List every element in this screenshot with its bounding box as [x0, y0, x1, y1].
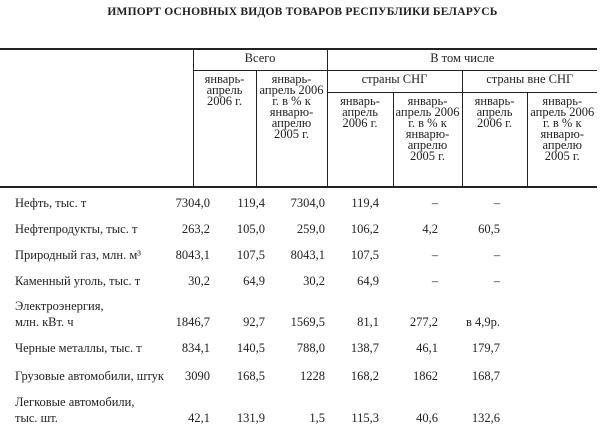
cell-value: 1862: [413, 369, 438, 383]
row-label-line: Электроэнергия,: [15, 299, 104, 313]
cell-value: 788,0: [296, 341, 325, 355]
cell-value: 105,0: [236, 222, 265, 236]
row-label: Каменный уголь, тыс. т: [15, 273, 140, 289]
cell-value: 1,5: [309, 411, 325, 425]
cell-value: 1569,5: [290, 315, 325, 329]
cell-value: 64,9: [357, 274, 379, 288]
row-label: Черные металлы, тыс. т: [15, 340, 142, 356]
row-label-line: Грузовые автомобили, штук: [15, 369, 164, 383]
cell-value: 179,7: [471, 341, 500, 355]
cell-value: 834,1: [181, 341, 210, 355]
cell-value: 46,1: [416, 341, 438, 355]
page-title: ИМПОРТ ОСНОВНЫХ ВИДОВ ТОВАРОВ РЕСПУБЛИКИ…: [107, 6, 498, 18]
cell-value: в 4,9р.: [465, 315, 500, 329]
cell-value: 119,4: [351, 196, 379, 210]
row-label-line: Природный газ, млн. м³: [15, 248, 141, 262]
cell-value: 263,2: [181, 222, 210, 236]
cell-value: 7304,0: [290, 196, 325, 210]
cell-value: 138,7: [350, 341, 379, 355]
cell-value: 42,1: [188, 411, 210, 425]
cell-value: –: [431, 274, 439, 288]
row-label: Природный газ, млн. м³: [15, 247, 141, 263]
cell-value: 131,9: [236, 411, 265, 425]
header-blank: [0, 48, 194, 188]
row-label-line: Легковые автомобили,: [15, 395, 135, 409]
row-label-line: Черные металлы, тыс. т: [15, 341, 142, 355]
cell-value: 40,6: [416, 411, 438, 425]
header-cis: страны СНГ: [326, 69, 463, 93]
row-label: Электроэнергия, млн. кВт. ч: [15, 298, 104, 330]
cell-value: 92,7: [243, 315, 265, 329]
cell-value: 7304,0: [175, 196, 210, 210]
cell-value: 81,1: [357, 315, 379, 329]
cell-value: 3090: [185, 369, 210, 383]
cell-value: –: [431, 196, 439, 210]
cell-value: 168,7: [471, 369, 500, 383]
cell-value: –: [493, 196, 501, 210]
cell-value: 168,2: [350, 369, 379, 383]
row-label-line: Нефтепродукты, тыс. т: [15, 222, 138, 236]
row-label-line: Нефть, тыс. т: [15, 196, 87, 210]
cell-value: 107,5: [236, 248, 265, 262]
header-total: Всего: [192, 48, 328, 71]
header-cis-percent: январь-апрель 2006 г. в % к январю-апрел…: [392, 91, 463, 188]
cell-value: 106,2: [350, 222, 379, 236]
cell-value: 60,5: [478, 222, 500, 236]
cell-value: 107,5: [350, 248, 379, 262]
header-non-cis: страны вне СНГ: [461, 69, 597, 93]
row-label: Грузовые автомобили, штук: [15, 368, 164, 384]
cell-value: 132,6: [471, 411, 500, 425]
table-header: Всего В том числе январь-апрель 2006 г. …: [0, 48, 597, 188]
header-total-percent: январь-апрель 2006 г. в % к январю-апрел…: [255, 69, 328, 188]
row-label-line: Каменный уголь, тыс. т: [15, 274, 141, 288]
header-noncis-period: январь-апрель 2006 г.: [461, 91, 528, 188]
row-label: Нефтепродукты, тыс. т: [15, 221, 137, 237]
header-noncis-percent: январь-апрель 2006 г. в % к январю-апрел…: [526, 91, 597, 188]
header-cis-period: январь-апрель 2006 г.: [326, 91, 394, 188]
cell-value: –: [493, 274, 501, 288]
row-label: Нефть, тыс. т: [15, 195, 86, 211]
row-label: Легковые автомобили, тыс. шт.: [15, 394, 134, 426]
cell-value: 4,2: [422, 222, 438, 236]
cell-value: 30,2: [303, 274, 325, 288]
cell-value: 168,5: [236, 369, 265, 383]
cell-value: 277,2: [409, 315, 438, 329]
cell-value: 259,0: [296, 222, 325, 236]
row-label-line: млн. кВт. ч: [15, 315, 74, 329]
cell-value: 30,2: [188, 274, 210, 288]
cell-value: 115,3: [351, 411, 379, 425]
cell-value: 8043,1: [175, 248, 210, 262]
cell-value: 119,4: [237, 196, 265, 210]
row-label-line: тыс. шт.: [15, 411, 58, 425]
cell-value: 140,5: [236, 341, 265, 355]
cell-value: 1228: [300, 369, 325, 383]
cell-value: –: [493, 248, 501, 262]
cell-value: 64,9: [243, 274, 265, 288]
header-total-period: январь-апрель 2006 г.: [192, 69, 257, 188]
cell-value: 1846,7: [175, 315, 210, 329]
header-including: В том числе: [326, 48, 597, 71]
cell-value: –: [431, 248, 439, 262]
cell-value: 8043,1: [290, 248, 325, 262]
